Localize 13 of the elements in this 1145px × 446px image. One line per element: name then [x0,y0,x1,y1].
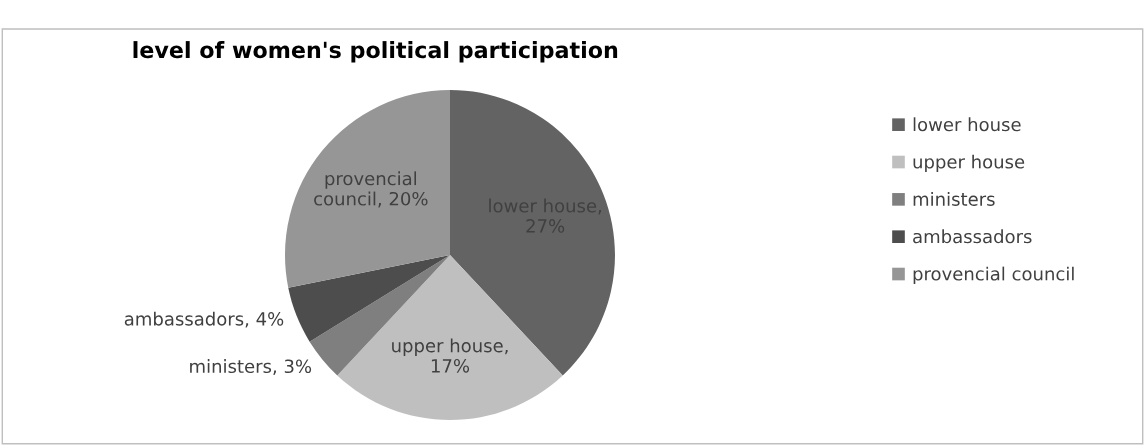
data-label: ambassadors, 4% [124,311,284,328]
data-label: ministers, 3% [190,359,312,375]
pie-slice [288,255,450,342]
legend-label: upper house [913,154,1025,173]
data-label: provencial council, 20% [314,171,428,208]
chart-title: level of women's political participation [133,41,618,63]
legend-label: lower house [913,117,1021,132]
legend-label: ambassadors [913,229,1032,244]
legend-label: ministers [913,191,995,206]
pie-slice [337,255,563,420]
pie-slice [285,90,450,288]
legend-label: provencial council [913,266,1074,285]
data-label: upper house, 17% [392,338,508,373]
